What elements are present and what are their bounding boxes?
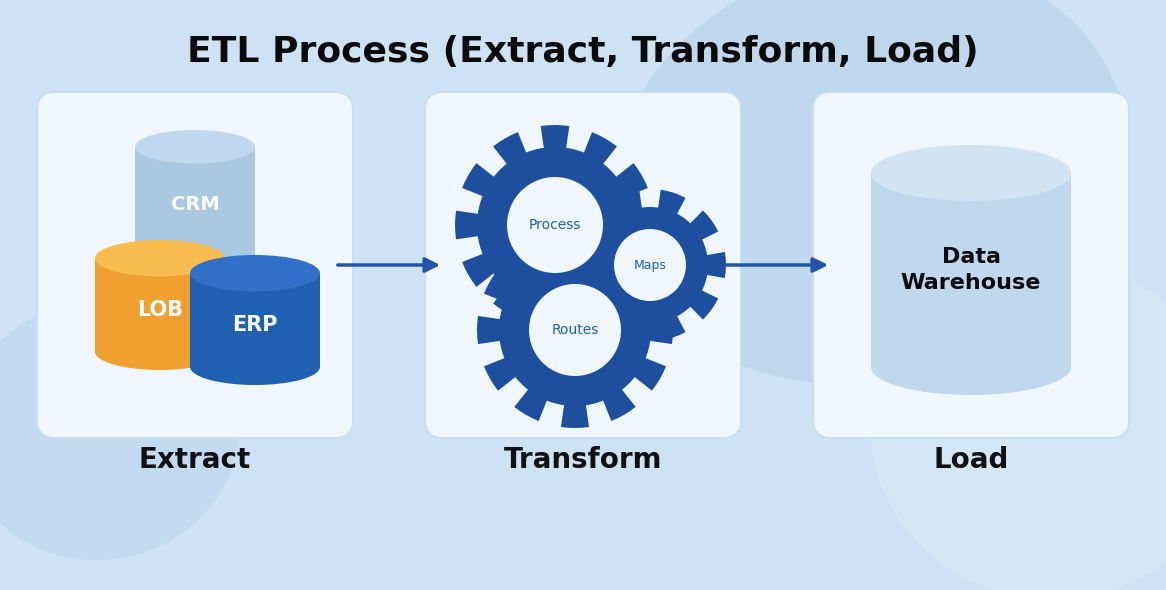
Ellipse shape — [870, 260, 1166, 590]
Text: Maps: Maps — [633, 258, 667, 271]
Text: LOB: LOB — [136, 300, 183, 320]
Ellipse shape — [190, 349, 319, 385]
Circle shape — [529, 284, 621, 376]
Ellipse shape — [613, 0, 1128, 384]
Text: ETL Process (Extract, Transform, Load): ETL Process (Extract, Transform, Load) — [188, 35, 978, 69]
Polygon shape — [871, 173, 1072, 367]
Text: Transform: Transform — [504, 446, 662, 474]
Circle shape — [614, 229, 686, 301]
Polygon shape — [135, 147, 255, 253]
FancyBboxPatch shape — [37, 92, 353, 438]
Polygon shape — [94, 258, 225, 352]
Text: Extract: Extract — [139, 446, 251, 474]
Polygon shape — [574, 190, 726, 340]
Text: ERP: ERP — [232, 315, 278, 335]
Ellipse shape — [135, 130, 255, 163]
Text: Routes: Routes — [552, 323, 598, 337]
Ellipse shape — [94, 333, 225, 370]
Polygon shape — [477, 232, 673, 428]
Text: Load: Load — [933, 446, 1009, 474]
Ellipse shape — [190, 255, 319, 291]
Circle shape — [507, 177, 603, 273]
Text: CRM: CRM — [170, 195, 219, 215]
FancyBboxPatch shape — [813, 92, 1129, 438]
Ellipse shape — [0, 300, 240, 560]
Polygon shape — [455, 125, 655, 325]
Ellipse shape — [871, 339, 1072, 395]
Ellipse shape — [871, 145, 1072, 201]
Text: Process: Process — [528, 218, 581, 232]
Text: Data
Warehouse: Data Warehouse — [901, 247, 1041, 293]
FancyBboxPatch shape — [424, 92, 742, 438]
Ellipse shape — [94, 240, 225, 276]
Polygon shape — [190, 273, 319, 367]
Ellipse shape — [135, 237, 255, 270]
